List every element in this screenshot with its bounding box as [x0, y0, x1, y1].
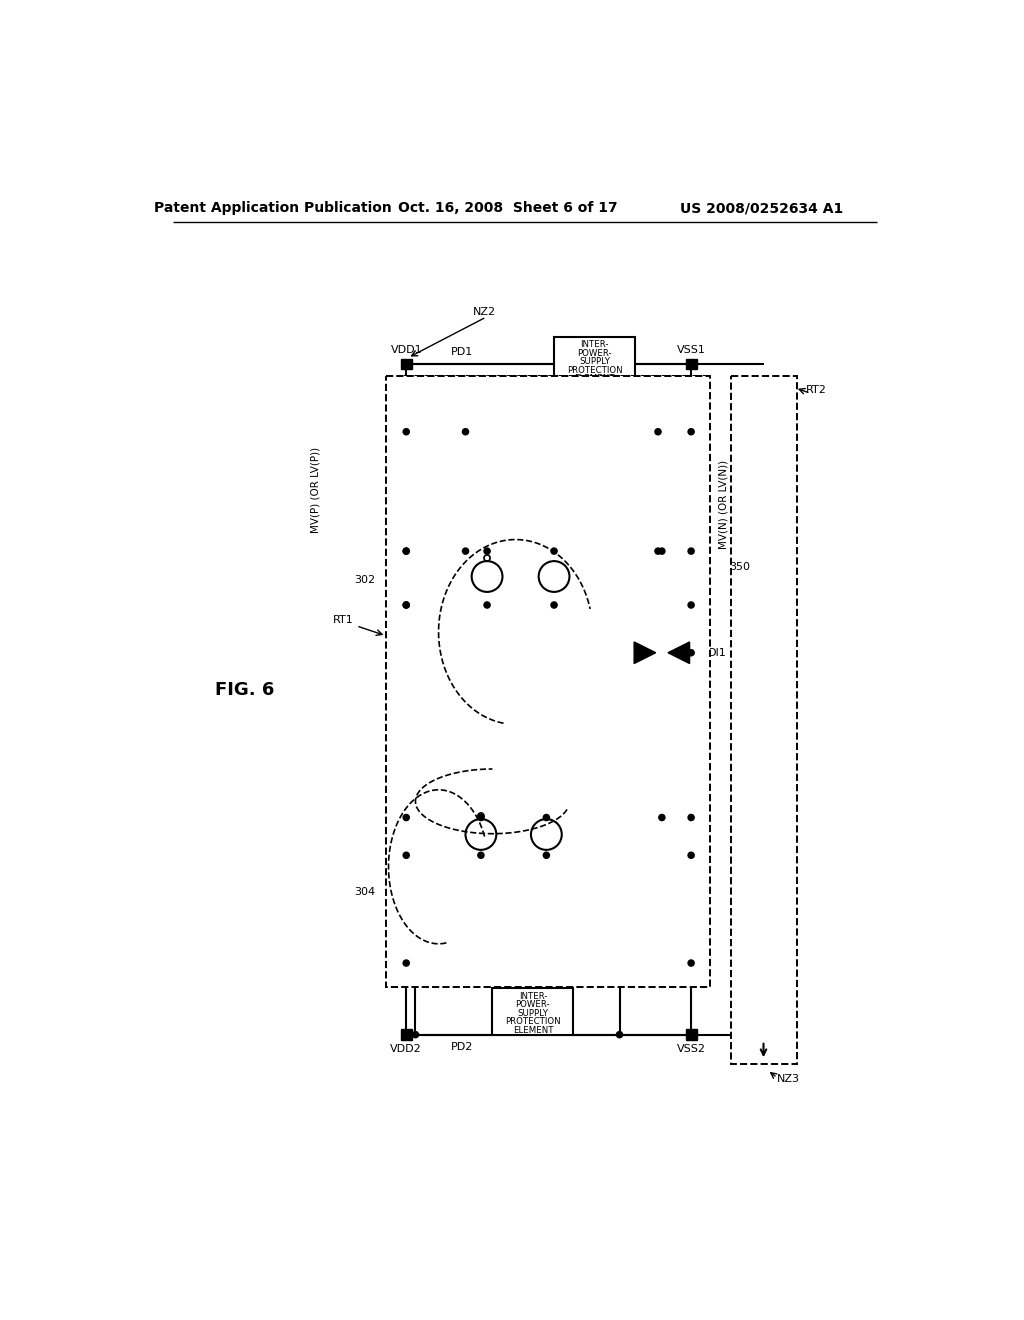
Text: NZ3: NZ3: [777, 1074, 801, 1084]
Bar: [400, 1030, 412, 1040]
Bar: [554, 337, 635, 383]
Text: L1: L1: [602, 611, 615, 622]
Text: VDD1: VDD1: [390, 345, 422, 355]
Text: DI2: DI2: [636, 704, 654, 714]
Bar: [400, 359, 412, 370]
Circle shape: [478, 814, 484, 821]
Circle shape: [655, 548, 662, 554]
Text: CIRCUIT BLOCK: CIRCUIT BLOCK: [509, 457, 614, 470]
Text: PD1: PD1: [451, 347, 473, 356]
Circle shape: [403, 429, 410, 434]
Circle shape: [463, 429, 469, 434]
Circle shape: [688, 814, 694, 821]
Circle shape: [688, 548, 694, 554]
Circle shape: [403, 602, 410, 609]
Circle shape: [478, 853, 484, 858]
Circle shape: [688, 853, 694, 858]
Circle shape: [658, 814, 665, 821]
Bar: [731, 376, 797, 1064]
Circle shape: [688, 1032, 694, 1038]
Text: INTER-: INTER-: [581, 341, 608, 350]
Bar: [386, 376, 710, 987]
Text: FIRST: FIRST: [542, 444, 582, 457]
Circle shape: [484, 548, 490, 554]
Text: VSS2: VSS2: [677, 1044, 706, 1053]
Circle shape: [551, 548, 557, 554]
Text: INTER-: INTER-: [518, 991, 547, 1001]
Text: PROTECTION: PROTECTION: [566, 366, 623, 375]
Text: ELEMENT: ELEMENT: [574, 374, 614, 383]
Circle shape: [544, 853, 550, 858]
Bar: [416, 855, 620, 964]
Circle shape: [403, 814, 410, 821]
Circle shape: [551, 602, 557, 609]
Circle shape: [616, 1032, 623, 1038]
Circle shape: [463, 548, 469, 554]
Text: MV(P): MV(P): [466, 601, 496, 611]
Polygon shape: [668, 642, 689, 664]
Text: RT2: RT2: [806, 385, 826, 395]
Text: DI1: DI1: [708, 648, 727, 657]
Text: RT1: RT1: [333, 615, 354, 626]
Circle shape: [484, 602, 490, 609]
Circle shape: [688, 602, 694, 609]
Circle shape: [655, 429, 662, 434]
Circle shape: [403, 853, 410, 858]
Text: PROTECTION: PROTECTION: [505, 1018, 561, 1026]
Circle shape: [413, 1032, 419, 1038]
Bar: [466, 389, 658, 524]
Text: 350: 350: [730, 561, 751, 572]
Text: NZ2: NZ2: [473, 308, 497, 317]
Bar: [403, 805, 708, 978]
Bar: [493, 989, 573, 1035]
Text: MV(P) (OR LV(P)): MV(P) (OR LV(P)): [310, 446, 321, 532]
Text: MV(N) (OR LV(N)): MV(N) (OR LV(N)): [719, 461, 728, 549]
Text: VSS1: VSS1: [677, 345, 706, 355]
Circle shape: [403, 548, 410, 554]
Bar: [403, 376, 708, 784]
Circle shape: [688, 429, 694, 434]
Text: Oct. 16, 2008  Sheet 6 of 17: Oct. 16, 2008 Sheet 6 of 17: [398, 202, 617, 215]
Text: Patent Application Publication: Patent Application Publication: [155, 202, 392, 215]
Circle shape: [688, 360, 694, 367]
Bar: [686, 1030, 696, 1040]
Text: 200: 200: [433, 407, 454, 416]
Text: PD2: PD2: [451, 1041, 473, 1052]
Circle shape: [403, 960, 410, 966]
Text: SUPPLY: SUPPLY: [517, 1008, 549, 1018]
Text: MV(N): MV(N): [545, 601, 577, 611]
Circle shape: [403, 602, 410, 609]
Text: SECOND: SECOND: [488, 896, 547, 908]
Text: POWER-: POWER-: [515, 1001, 550, 1008]
Text: VDD2: VDD2: [390, 1044, 422, 1053]
Circle shape: [403, 548, 410, 554]
Text: ELEMENT: ELEMENT: [513, 1026, 553, 1035]
Text: CIRCUIT BLOCK: CIRCUIT BLOCK: [464, 909, 570, 923]
Text: 304: 304: [354, 887, 376, 898]
Circle shape: [688, 960, 694, 966]
Circle shape: [658, 548, 665, 554]
Circle shape: [544, 814, 550, 821]
Polygon shape: [634, 642, 655, 664]
Text: SUPPLY: SUPPLY: [579, 358, 610, 366]
Text: FIG. 6: FIG. 6: [215, 681, 274, 698]
Text: US 2008/0252634 A1: US 2008/0252634 A1: [680, 202, 844, 215]
Text: 400: 400: [410, 812, 431, 822]
Bar: [624, 612, 700, 701]
Text: POWER-: POWER-: [578, 348, 611, 358]
Text: 302: 302: [354, 576, 376, 585]
Bar: [686, 359, 696, 370]
Circle shape: [688, 649, 694, 656]
